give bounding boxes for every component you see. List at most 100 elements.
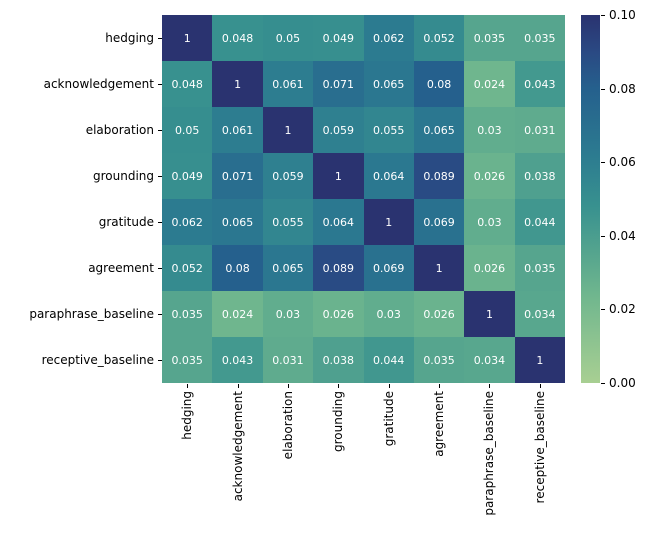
colorbar-tick-label: 0.04 (609, 228, 636, 243)
y-tick-label: gratitude (98, 215, 154, 229)
heatmap-cell: 0.035 (514, 15, 565, 61)
y-tick-label: receptive_baseline (41, 353, 154, 367)
heatmap-cell: 0.026 (464, 245, 515, 291)
colorbar-tick-mark (601, 15, 605, 16)
colorbar-tick-mark (601, 235, 605, 237)
x-tick-label: elaboration (263, 391, 313, 541)
heatmap-cell: 0.031 (262, 337, 314, 383)
x-tick-label: gratitude (364, 391, 414, 541)
y-tick-label: grounding (92, 169, 154, 183)
colorbar-tick-label: 0.00 (609, 376, 636, 390)
heatmap-cell: 0.026 (413, 291, 465, 337)
x-tick-label: paraphrase_baseline (464, 391, 514, 541)
x-tick-mark (388, 384, 390, 388)
heatmap-cell: 1 (212, 61, 263, 107)
colorbar-tick-mark (601, 88, 605, 90)
x-tick-mark (287, 384, 289, 388)
heatmap-cell: 0.055 (363, 107, 414, 153)
y-tick-label: paraphrase_baseline (29, 307, 154, 321)
heatmap-cell: 0.044 (363, 337, 414, 383)
colorbar-tick-mark (601, 162, 605, 164)
heatmap-cell: 0.044 (514, 199, 565, 245)
heatmap-cell: 0.03 (464, 199, 515, 245)
x-tick-mark (187, 384, 189, 388)
colorbar-tick-label: 0.08 (609, 81, 636, 96)
heatmap-cell: 0.034 (464, 337, 515, 383)
heatmap-cell: 0.043 (212, 337, 263, 383)
y-tick-mark (158, 38, 162, 39)
x-tick-mark (439, 384, 441, 388)
heatmap-cell: 0.05 (262, 15, 314, 61)
heatmap-cell: 1 (514, 337, 565, 383)
colorbar-tick-mark (601, 383, 605, 384)
colorbar-tick-label: 0.02 (609, 302, 636, 317)
heatmap-cell: 0.049 (162, 153, 213, 199)
heatmap-cell: 0.062 (363, 15, 414, 61)
heatmap-cell: 0.035 (162, 291, 213, 337)
y-tick-label: acknowledgement (43, 77, 154, 91)
heatmap-cell: 0.035 (464, 15, 515, 61)
x-tick-label-text: grounding (331, 391, 346, 453)
colorbar (581, 15, 600, 383)
y-tick-label: elaboration (85, 123, 154, 137)
heatmap-cell: 1 (413, 245, 465, 291)
x-tick-label-text: agreement (432, 391, 447, 457)
colorbar-tick-label: 0.10 (609, 8, 636, 22)
heatmap-cell: 0.065 (413, 107, 465, 153)
heatmap-cell: 0.048 (212, 15, 263, 61)
heatmap-cell: 0.03 (363, 291, 414, 337)
heatmap-cell: 0.08 (212, 245, 263, 291)
x-tick-label: receptive_baseline (515, 391, 565, 541)
x-tick-label-text: acknowledgement (230, 391, 245, 502)
heatmap-cell: 0.089 (313, 245, 364, 291)
y-tick-mark (158, 176, 162, 177)
colorbar-tick-mark (601, 309, 605, 311)
heatmap-cell: 0.034 (514, 291, 565, 337)
heatmap-cell: 0.052 (162, 245, 213, 291)
heatmap-cell: 1 (262, 107, 314, 153)
y-tick-mark (158, 222, 162, 223)
heatmap-cell: 0.038 (514, 153, 565, 199)
heatmap-cell: 0.064 (313, 199, 364, 245)
heatmap-cell: 1 (464, 291, 515, 337)
heatmap-cell: 0.035 (162, 337, 213, 383)
heatmap-cell: 0.024 (464, 61, 515, 107)
heatmap-cell: 0.061 (262, 61, 314, 107)
heatmap-cell: 0.052 (413, 15, 465, 61)
colorbar-tick-label: 0.06 (609, 155, 636, 170)
x-tick-mark (237, 384, 239, 388)
heatmap-cell: 0.065 (262, 245, 314, 291)
heatmap-cell: 0.069 (363, 245, 414, 291)
x-tick-label: acknowledgement (212, 391, 262, 541)
heatmap-cell: 1 (313, 153, 364, 199)
x-tick-label-text: hedging (180, 391, 195, 440)
heatmap-cell: 1 (363, 199, 414, 245)
y-tick-label: hedging (105, 31, 154, 45)
heatmap-cell: 0.026 (464, 153, 515, 199)
heatmap-cell: 0.055 (262, 199, 314, 245)
heatmap-grid: 1 0.048 0.05 0.049 0.062 0.052 0.035 0.035 0.048… (162, 15, 565, 383)
heatmap-cell: 0.071 (212, 153, 263, 199)
x-tick-label: grounding (313, 391, 363, 541)
x-tick-label: agreement (414, 391, 464, 541)
heatmap-cell: 0.024 (212, 291, 263, 337)
heatmap-cell: 1 (162, 15, 213, 61)
heatmap-cell: 0.035 (514, 245, 565, 291)
y-tick-mark (158, 314, 162, 315)
y-tick-label: agreement (88, 261, 154, 275)
heatmap-cell: 0.069 (413, 199, 465, 245)
x-tick-label: hedging (162, 391, 212, 541)
heatmap-cell: 0.03 (262, 291, 314, 337)
x-tick-label-text: receptive_baseline (532, 391, 547, 504)
heatmap-cell: 0.035 (413, 337, 465, 383)
heatmap-cell: 0.031 (514, 107, 565, 153)
x-tick-label-text: elaboration (280, 391, 295, 460)
y-tick-mark (158, 268, 162, 269)
heatmap-cell: 0.065 (212, 199, 263, 245)
x-tick-label-text: paraphrase_baseline (482, 391, 497, 516)
heatmap-cell: 0.071 (313, 61, 364, 107)
heatmap-cell: 0.065 (363, 61, 414, 107)
heatmap-cell: 0.062 (162, 199, 213, 245)
heatmap-cell: 0.049 (313, 15, 364, 61)
heatmap-cell: 0.048 (162, 61, 213, 107)
